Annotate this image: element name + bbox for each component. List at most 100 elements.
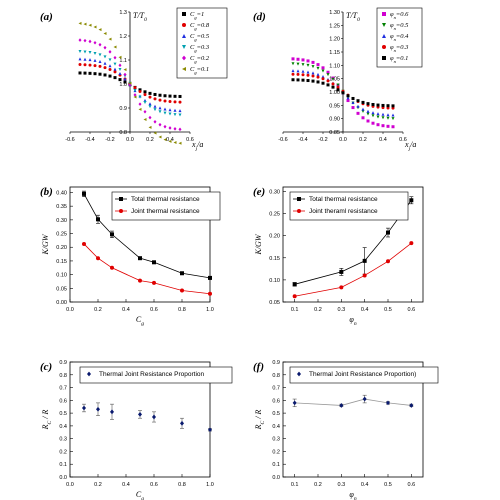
data-point xyxy=(153,97,157,101)
y-tick-label: 0.10 xyxy=(56,273,67,279)
data-point xyxy=(113,76,117,80)
data-point xyxy=(296,62,300,66)
data-point xyxy=(339,285,344,290)
data-point xyxy=(208,291,212,296)
y-tick-label: 0.20 xyxy=(269,234,280,240)
data-point xyxy=(148,115,152,120)
data-point xyxy=(208,275,212,280)
x-tick-label: 0.5 xyxy=(384,307,392,313)
data-point xyxy=(346,99,350,103)
legend-label: Thermal Joint Resistance Proportion xyxy=(99,371,205,378)
data-point xyxy=(386,124,390,128)
y-tick-label: 0.40 xyxy=(56,190,67,196)
data-point xyxy=(311,60,315,64)
data-point xyxy=(346,94,350,98)
data-point xyxy=(326,83,330,87)
panel-label: (b) xyxy=(40,186,53,198)
data-point xyxy=(331,85,335,89)
data-point xyxy=(376,103,380,107)
data-point xyxy=(143,109,147,114)
data-point xyxy=(133,95,137,99)
x-axis-label: xj/a xyxy=(191,140,203,152)
y-tick-label: 1.1 xyxy=(119,58,127,64)
x-tick-label: 1.0 xyxy=(206,482,214,488)
data-point xyxy=(386,116,390,120)
data-point xyxy=(356,111,360,115)
data-point xyxy=(108,50,112,54)
data-point xyxy=(371,121,375,125)
data-point xyxy=(96,406,100,412)
chart-e: (e) 0.05 0.10 0.15 0.20 0.25 0.30 0.1 0.2 0.3 0.4 0… xyxy=(253,186,424,327)
y-tick-label: 1.25 xyxy=(329,23,340,29)
data-point xyxy=(301,63,305,67)
series-line xyxy=(294,242,412,297)
data-point xyxy=(306,73,310,77)
y-tick-label: 0.8 xyxy=(272,373,280,379)
x-tick-label: 0.8 xyxy=(178,482,186,488)
data-point xyxy=(138,89,142,93)
y-tick-label: 0.9 xyxy=(119,106,127,112)
data-point xyxy=(98,53,102,57)
y-tick-label: 1.2 xyxy=(119,34,127,40)
legend-label: Total thermal resistance xyxy=(131,196,200,203)
legend-box xyxy=(176,7,228,79)
data-point xyxy=(103,32,107,36)
data-point xyxy=(93,64,97,68)
data-point xyxy=(83,63,87,67)
legend-marker xyxy=(382,12,386,16)
data-point xyxy=(386,113,390,117)
data-point xyxy=(108,37,112,41)
data-point xyxy=(88,39,92,44)
y-tick-label: 0.8 xyxy=(59,373,67,379)
data-point xyxy=(292,294,297,299)
y-tick-label: 0.7 xyxy=(59,386,67,392)
x-tick-label: 0.8 xyxy=(178,307,186,313)
data-point xyxy=(409,403,414,408)
data-point xyxy=(321,81,325,85)
data-point xyxy=(163,94,167,98)
data-point xyxy=(371,114,375,118)
x-axis-label: xj/a xyxy=(404,140,416,152)
data-point xyxy=(96,256,100,261)
x-axis-label: Cg xyxy=(136,490,144,500)
series-line xyxy=(294,398,412,406)
data-point xyxy=(301,69,305,73)
data-point xyxy=(376,112,380,116)
y-tick-label: 0.6 xyxy=(59,398,67,404)
data-point xyxy=(386,230,390,235)
data-point xyxy=(158,122,162,127)
data-point xyxy=(83,22,87,26)
panel-label: (d) xyxy=(253,11,266,23)
data-point xyxy=(180,271,184,276)
y-axis-label: RC / R xyxy=(254,410,266,431)
data-point xyxy=(88,51,92,55)
data-point xyxy=(331,82,335,86)
data-point xyxy=(326,70,330,74)
data-point xyxy=(103,73,107,77)
data-point xyxy=(361,100,365,104)
data-point xyxy=(96,217,100,222)
data-point xyxy=(173,108,177,112)
x-tick-label: 0.6 xyxy=(150,482,158,488)
legend-marker xyxy=(382,23,386,27)
x-tick-label: 0.1 xyxy=(291,307,299,313)
data-point xyxy=(138,278,142,283)
legend-box xyxy=(111,191,221,221)
x-tick-label: 0.0 xyxy=(66,482,74,488)
data-point xyxy=(296,78,300,82)
legend-box xyxy=(289,191,409,221)
data-point xyxy=(148,102,152,106)
data-point xyxy=(123,80,127,84)
series-line xyxy=(83,243,211,295)
data-point xyxy=(351,106,355,110)
data-point xyxy=(138,88,142,92)
data-point xyxy=(386,106,390,110)
data-point xyxy=(326,73,330,77)
legend-marker xyxy=(382,45,386,49)
y-tick-label: 1.0 xyxy=(119,82,127,88)
data-point xyxy=(178,94,182,98)
x-tick-label: 0.6 xyxy=(399,137,407,143)
data-point xyxy=(93,51,97,55)
data-point xyxy=(153,104,157,108)
